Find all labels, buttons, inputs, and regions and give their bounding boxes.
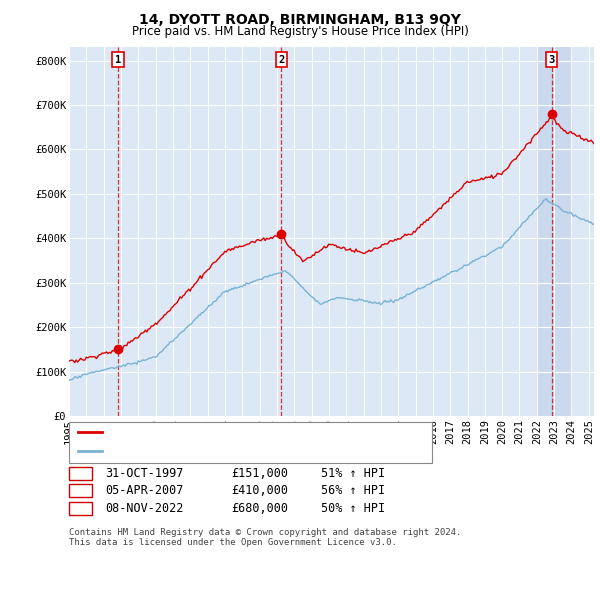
Text: 50% ↑ HPI: 50% ↑ HPI <box>321 502 385 515</box>
Text: 2: 2 <box>77 484 84 497</box>
Text: £410,000: £410,000 <box>231 484 288 497</box>
Text: 14, DYOTT ROAD, BIRMINGHAM, B13 9QY (detached house): 14, DYOTT ROAD, BIRMINGHAM, B13 9QY (det… <box>108 427 433 437</box>
Text: 1: 1 <box>115 55 121 64</box>
Text: 3: 3 <box>548 55 554 64</box>
Text: £680,000: £680,000 <box>231 502 288 515</box>
Text: 31-OCT-1997: 31-OCT-1997 <box>105 467 184 480</box>
Text: Contains HM Land Registry data © Crown copyright and database right 2024.
This d: Contains HM Land Registry data © Crown c… <box>69 528 461 548</box>
Text: £151,000: £151,000 <box>231 467 288 480</box>
Text: 08-NOV-2022: 08-NOV-2022 <box>105 502 184 515</box>
Text: HPI: Average price, detached house, Birmingham: HPI: Average price, detached house, Birm… <box>108 446 395 455</box>
Text: 3: 3 <box>77 502 84 515</box>
Text: 14, DYOTT ROAD, BIRMINGHAM, B13 9QY: 14, DYOTT ROAD, BIRMINGHAM, B13 9QY <box>139 13 461 27</box>
Text: 51% ↑ HPI: 51% ↑ HPI <box>321 467 385 480</box>
Text: 2: 2 <box>278 55 284 64</box>
Bar <box>537 47 571 416</box>
Text: 1: 1 <box>77 467 84 480</box>
Text: Price paid vs. HM Land Registry's House Price Index (HPI): Price paid vs. HM Land Registry's House … <box>131 25 469 38</box>
Text: 56% ↑ HPI: 56% ↑ HPI <box>321 484 385 497</box>
Text: 05-APR-2007: 05-APR-2007 <box>105 484 184 497</box>
